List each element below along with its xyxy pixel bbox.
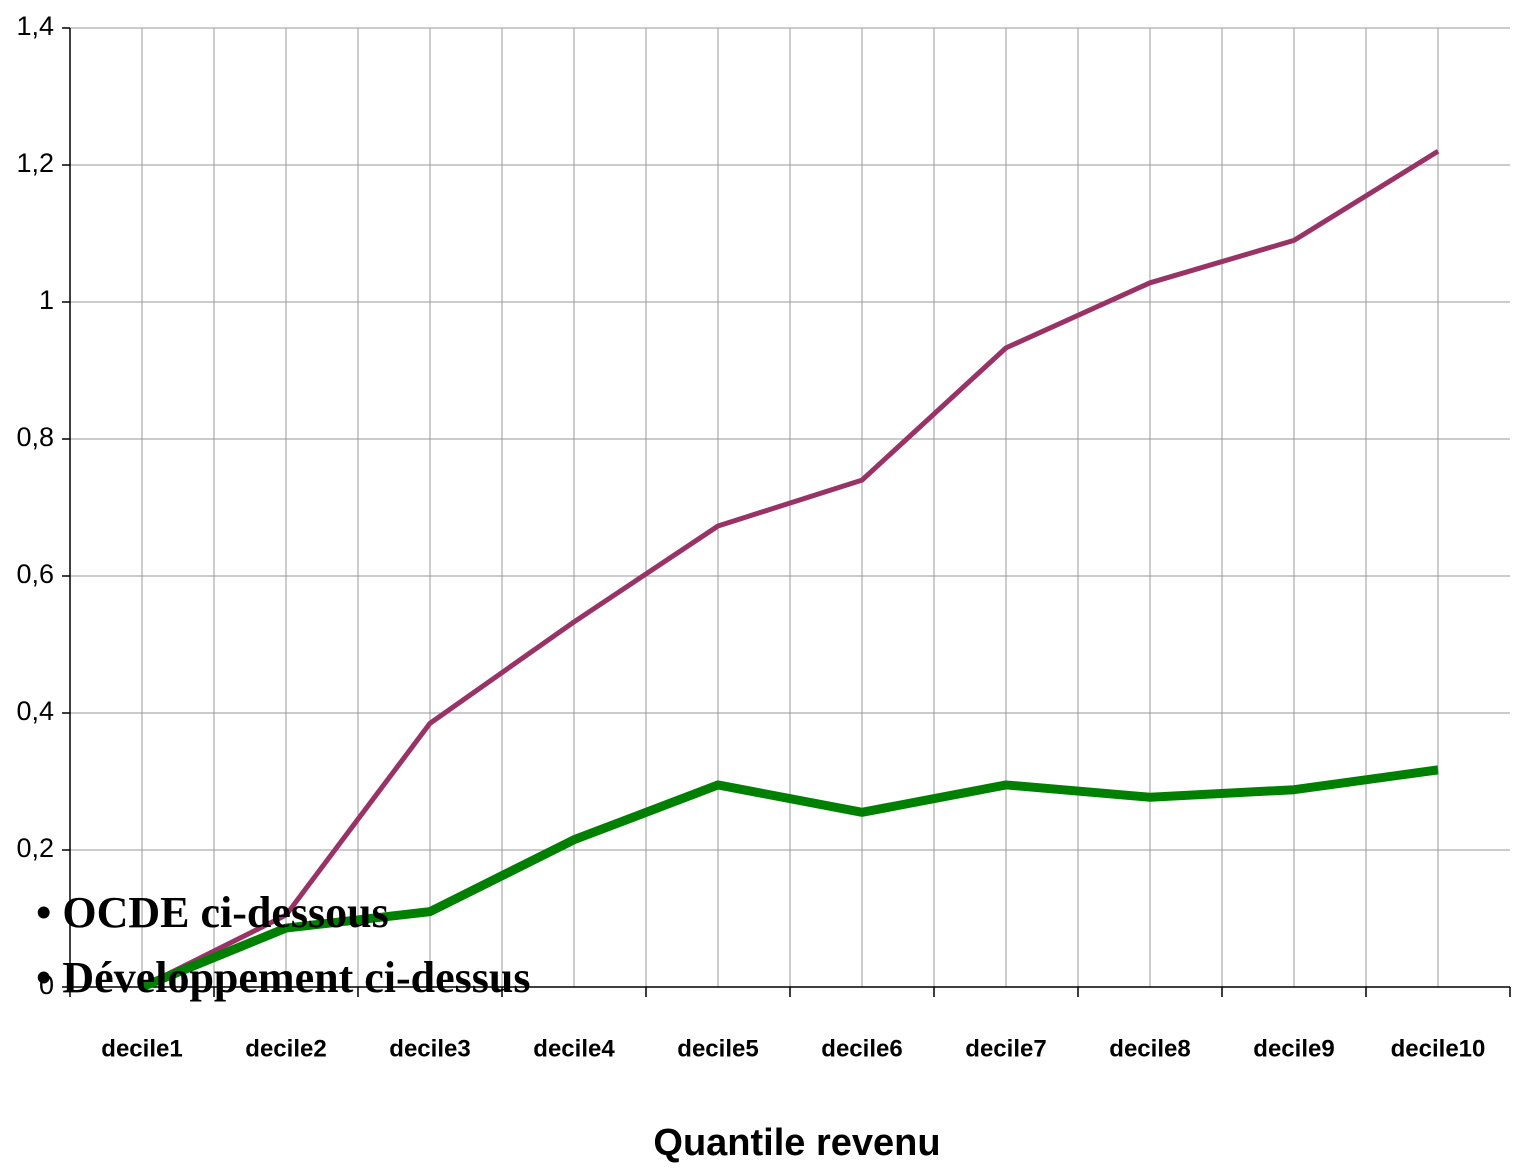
y-tick-label: 1 — [39, 285, 54, 315]
y-tick-label: 0,6 — [16, 559, 54, 589]
annotation: • OCDE ci-dessous — [36, 888, 389, 937]
y-tick-label: 0 — [39, 970, 54, 1000]
x-tick-label: decile9 — [1253, 1035, 1334, 1062]
annotation: • Développement ci-dessus — [36, 953, 530, 1002]
y-tick-label: 0,2 — [16, 833, 54, 863]
x-tick-label: decile2 — [245, 1035, 326, 1062]
x-tick-label: decile10 — [1391, 1035, 1486, 1062]
x-tick-label: decile4 — [533, 1035, 615, 1062]
series-line — [140, 765, 1439, 992]
series-line — [140, 149, 1440, 990]
x-tick-label: decile8 — [1109, 1035, 1190, 1062]
y-tick-label: 1,2 — [16, 148, 54, 178]
x-tick-label: decile1 — [101, 1035, 182, 1062]
y-tick-label: 1,4 — [16, 11, 54, 41]
x-tick-label: decile3 — [389, 1035, 470, 1062]
x-tick-label: decile6 — [821, 1035, 902, 1062]
x-axis-title: Quantile revenu — [653, 1122, 940, 1164]
y-tick-label: 0,8 — [16, 422, 54, 452]
x-tick-label: decile7 — [965, 1035, 1046, 1062]
x-tick-label: decile5 — [677, 1035, 758, 1062]
y-tick-label: 0,4 — [16, 696, 54, 726]
